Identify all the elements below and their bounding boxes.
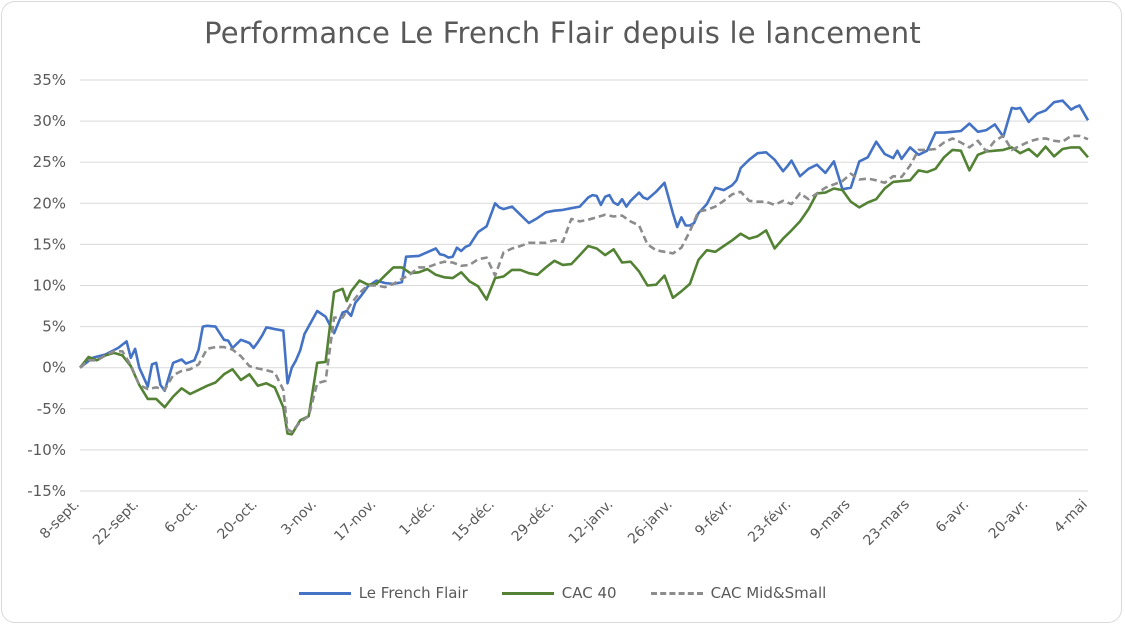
y-tick-label: 35% [33, 71, 66, 89]
x-tick-label: 12-janv. [566, 497, 617, 548]
y-tick-label: 10% [33, 277, 66, 295]
x-tick-label: 9-févr. [692, 497, 735, 540]
chart-title: Performance Le French Flair depuis le la… [204, 16, 921, 50]
x-tick-label: 20-avr. [986, 497, 1032, 543]
x-tick-label: 6-oct. [162, 497, 202, 537]
y-tick-label: -15% [27, 482, 66, 500]
x-tick-label: 4-mai [1051, 497, 1091, 537]
legend-item-cac-40: CAC 40 [501, 584, 617, 602]
legend: Le French Flair CAC 40 CAC Mid&Small [0, 584, 1125, 602]
y-tick-label: 30% [33, 112, 66, 130]
y-axis-tick-labels: 35% 30% 25% 20% 15% 10% 5% 0% -5% -10% -15% [27, 71, 66, 500]
x-tick-label: 8-sept. [37, 497, 83, 543]
x-tick-label: 26-janv. [625, 497, 676, 548]
x-tick-label: 9-mars [808, 497, 854, 543]
legend-label-le-french-flair: Le French Flair [358, 584, 468, 602]
legend-swatch-cac-40 [501, 591, 554, 595]
series-line-le-french-flair [79, 99, 1090, 393]
legend-label-cac-mid-small: CAC Mid&Small [710, 584, 827, 602]
legend-item-le-french-flair: Le French Flair [298, 584, 468, 602]
x-tick-label: 6-avr. [933, 497, 972, 536]
x-tick-label: 29-déc. [509, 497, 557, 545]
series-line-cac-mid-small [79, 134, 1089, 434]
series-line-cac-40 [78, 145, 1089, 436]
x-tick-label: 23-mars [861, 497, 913, 549]
y-tick-label: 0% [42, 359, 66, 377]
x-tick-label: 3-nov. [278, 497, 320, 539]
x-tick-label: 22-sept. [90, 497, 142, 549]
legend-swatch-cac-mid-small [650, 591, 703, 595]
y-tick-label: -10% [27, 441, 66, 459]
legend-swatch-le-french-flair [298, 591, 351, 595]
x-tick-label: 1-déc. [396, 497, 438, 539]
series-lines [78, 99, 1090, 436]
x-tick-label: 23-févr. [745, 497, 794, 546]
x-tick-label: 17-nov. [331, 497, 379, 545]
x-tick-label: 15-déc. [449, 497, 497, 545]
legend-item-cac-mid-small: CAC Mid&Small [650, 584, 827, 602]
y-tick-label: 5% [42, 318, 66, 336]
y-tick-label: 25% [33, 153, 66, 171]
legend-label-cac-40: CAC 40 [561, 584, 617, 602]
x-tick-label: 20-oct. [215, 497, 261, 543]
y-tick-label: 20% [33, 194, 66, 212]
x-axis-tick-labels: 8-sept. 22-sept. 6-oct. 20-oct. 3-nov. 17-nov… [37, 497, 1091, 549]
y-tick-label: -5% [37, 400, 66, 418]
gridlines [80, 79, 1088, 492]
y-tick-label: 15% [33, 235, 66, 253]
